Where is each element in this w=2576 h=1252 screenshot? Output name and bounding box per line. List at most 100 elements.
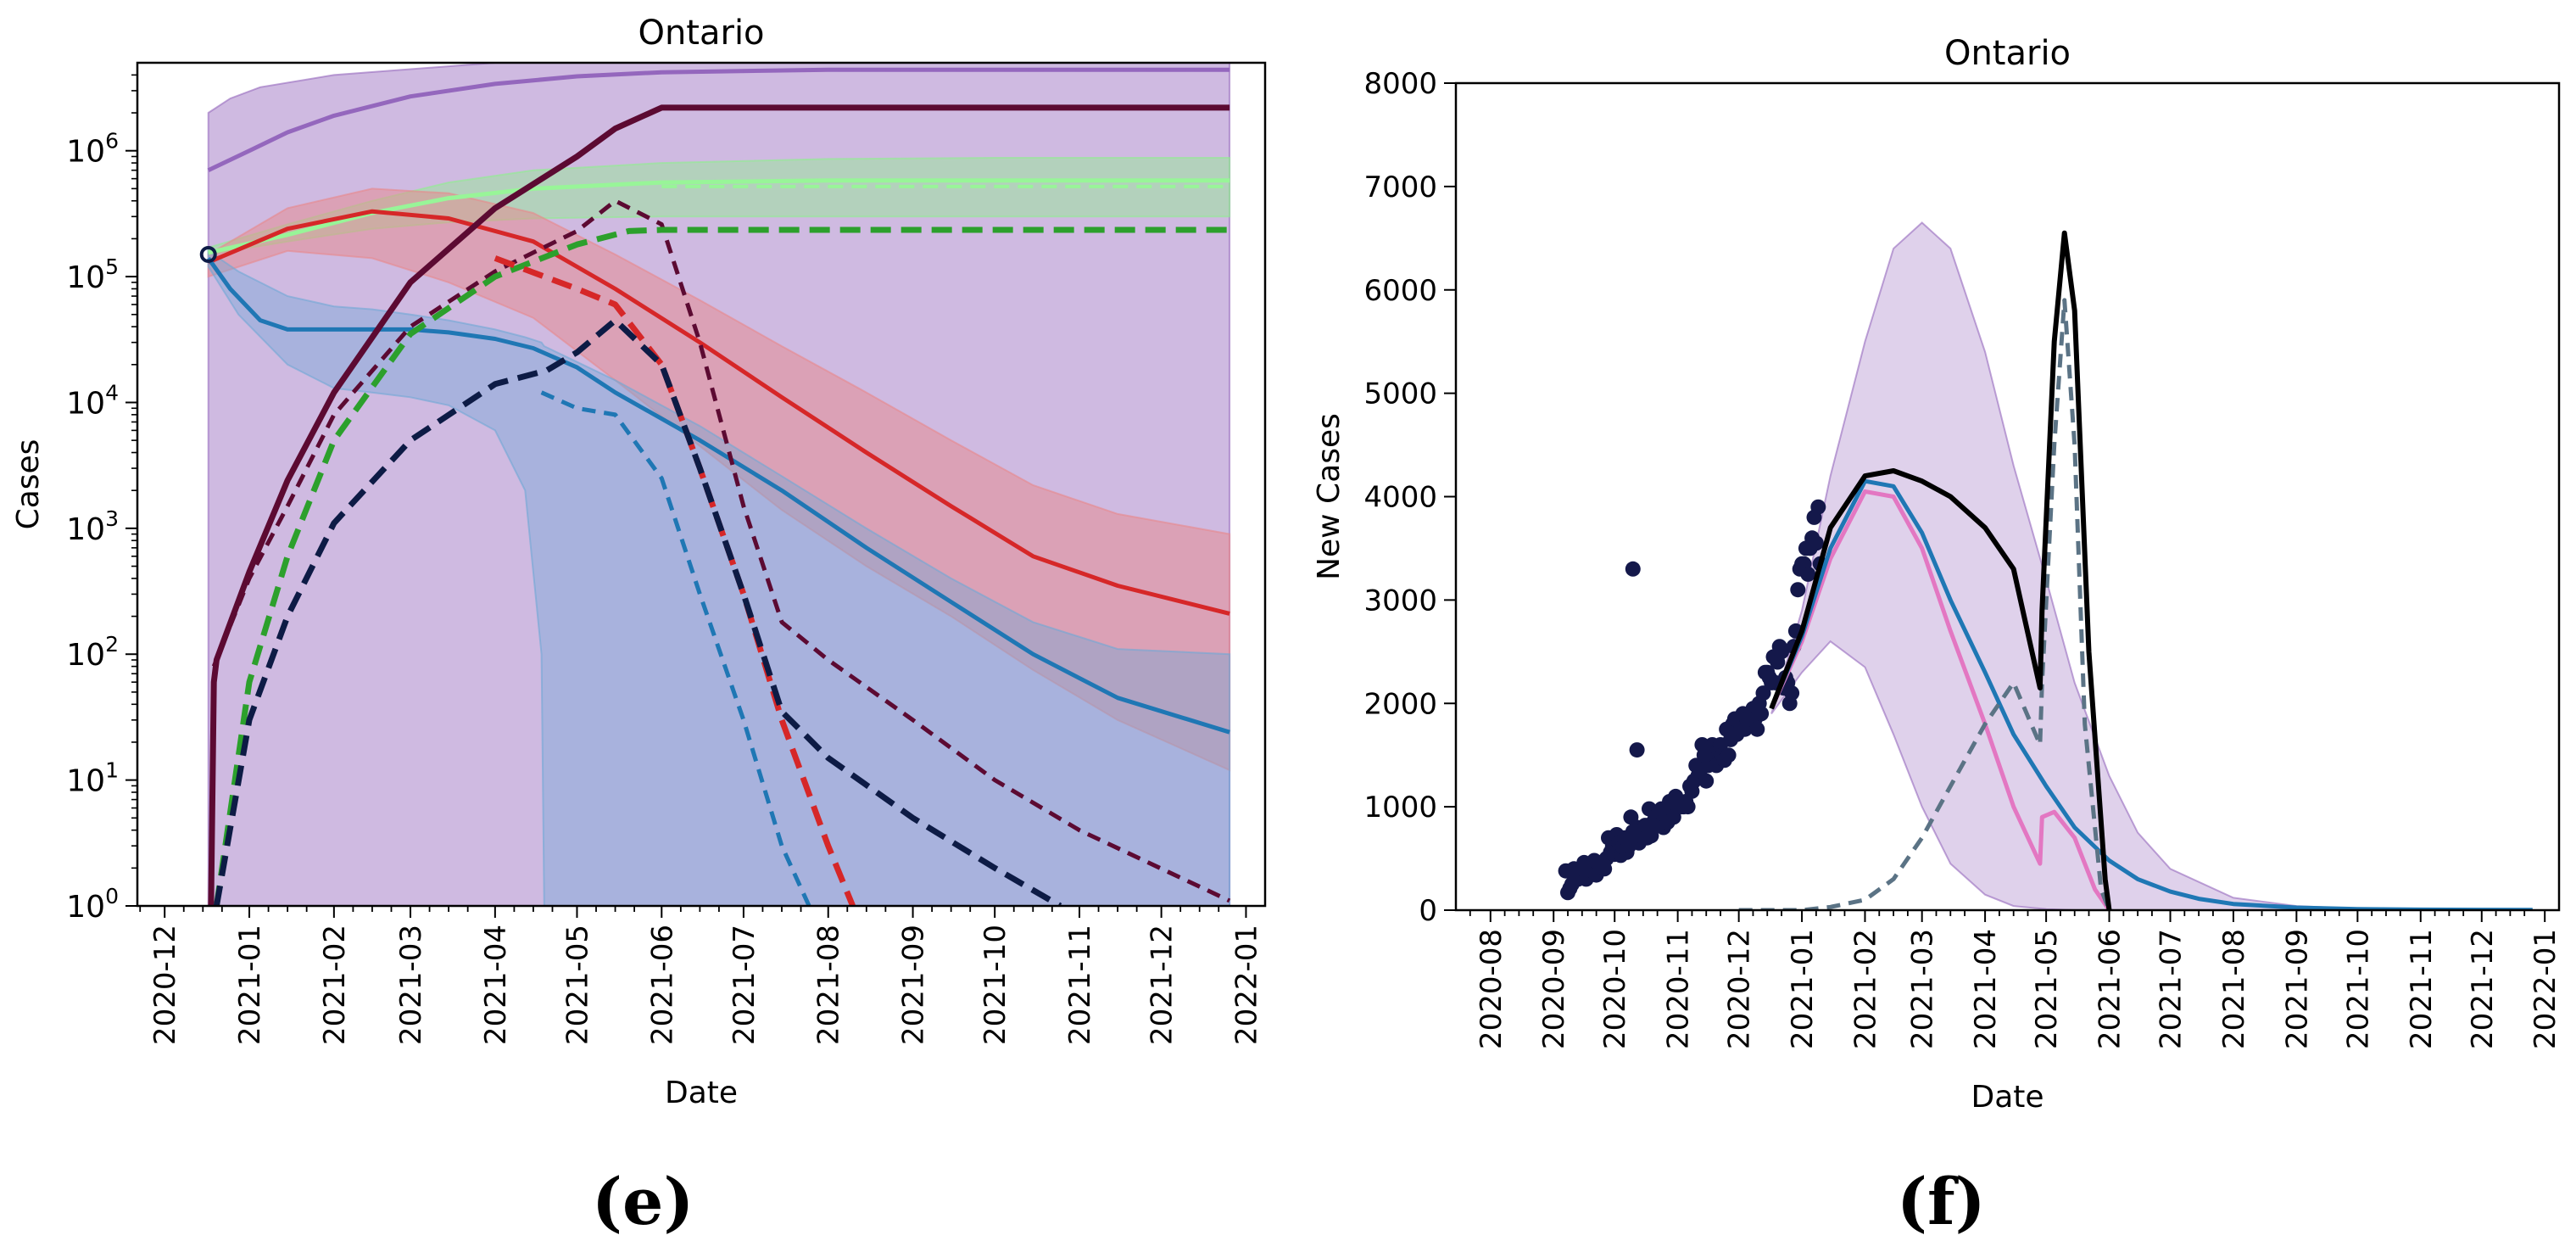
chart-0-y-tick-label: 101 [66,758,119,799]
chart-0-y-tick-base: 10 [66,386,105,421]
chart-1-data-point [1784,685,1800,701]
chart-1-y-axis-label: New Cases [1312,413,1347,580]
chart-0-series-line-0 [207,67,1230,172]
chart-1-data-point [1754,706,1770,722]
chart-0-y-tick-base: 10 [66,638,105,673]
chart-1-y-tick-label: 7000 [1363,170,1437,204]
chart-0-x-tick-label: 2021-09 [897,925,931,1045]
chart-1-y-tick-label: 6000 [1363,274,1437,308]
chart-0-x-tick-label: 2021-07 [728,925,761,1045]
chart-1-y-tick-label: 1000 [1363,791,1437,824]
chart-0-y-tick-label: 105 [66,254,119,295]
chart-0-x-tick-label: 2021-03 [394,925,428,1045]
chart-0-series-line-10 [213,317,1062,906]
chart-0-x-tick-label: 2021-01 [233,925,267,1045]
chart-0-x-tick-label: 2020-12 [148,925,182,1045]
chart-1-x-tick-label: 2021-12 [2466,929,2500,1049]
chart-1-y-tick-label: 5000 [1363,377,1437,411]
chart-1-data-point [1808,535,1824,551]
chart-1-data-point [1680,799,1696,815]
chart-0-plot-area [199,63,1231,906]
chart-0-y-tick-exponent: 5 [105,254,119,279]
chart-0-y-tick-base: 10 [66,764,105,799]
chart-1-y-tick-label: 0 [1419,894,1437,928]
chart-1-x-tick-label: 2021-08 [2217,929,2251,1049]
chart-1-x-tick-label: 2020-08 [1475,929,1508,1049]
chart-0-y-tick-exponent: 6 [105,129,119,154]
chart-1-x-tick-label: 2021-09 [2280,929,2314,1049]
chart-1-series-line-3 [1769,230,2112,910]
chart-0-y-tick-label: 104 [66,380,119,421]
chart-1-x-tick-label: 2022-01 [2529,929,2562,1049]
chart-1-confidence-band-0 [1770,221,2533,910]
chart-0-y-tick-exponent: 3 [105,506,119,531]
chart-1-y-tick-label: 4000 [1363,481,1437,515]
chart-1-data-point [1774,644,1790,660]
chart-0-marker-0 [199,245,217,263]
chart-0-y-tick-base: 10 [66,260,105,295]
chart-0-y-tick-exponent: 4 [105,380,119,405]
chart-1-y-tick-label: 2000 [1363,687,1437,721]
chart-1-plot-area [1558,221,2533,910]
chart-0-series-line-4 [207,209,1230,616]
chart-0-x-tick-label: 2021-11 [1063,925,1097,1045]
chart-1-data-point [1810,499,1826,515]
chart-1-data-point [1755,685,1771,701]
chart-1-data-point [1698,773,1715,789]
chart-1-data-point [1800,566,1816,582]
chart-1-data-point [1625,561,1641,577]
chart-1-x-tick-label: 2020-09 [1537,929,1571,1049]
chart-0-x-tick-label: 2021-04 [479,925,513,1045]
chart-1-series-line-1 [1769,478,2533,910]
chart-1-x-tick-label: 2020-10 [1598,929,1632,1049]
chart-0-y-tick-exponent: 0 [105,884,119,908]
chart-0-x-axis-label: Date [665,1076,738,1110]
chart-0-y-tick-exponent: 2 [105,632,119,657]
chart-0-x-tick-label: 2021-10 [979,925,1012,1045]
chart-1-y-tick-label: 8000 [1363,67,1437,101]
chart-1-y-tick-label: 3000 [1363,584,1437,618]
chart-1-x-tick-label: 2021-11 [2405,929,2439,1049]
chart-0-y-tick-label: 103 [66,506,119,547]
panel-e-caption: (e) [592,1164,694,1239]
chart-0-y-tick-base: 10 [66,135,105,170]
chart-1-x-tick-label: 2021-06 [2094,929,2127,1049]
chart-0-y-tick-exponent: 1 [105,758,119,783]
chart-1-data-point [1643,828,1659,844]
chart-0-x-tick-label: 2021-12 [1146,925,1179,1045]
chart-0-y-axis-label: Cases [11,439,46,530]
chart-0-y-tick-base: 10 [66,512,105,547]
chart-0-series-line-8 [213,226,1230,906]
chart-1-x-axis-label: Date [1971,1080,2044,1115]
chart-0-x-tick-label: 2021-02 [318,925,352,1045]
chart-1-x-tick-label: 2021-02 [1849,929,1883,1049]
panel-f-caption: (f) [1897,1164,1986,1239]
chart-0-confidence-band-3 [207,249,1231,906]
chart-1-series-line-2 [1738,298,2111,910]
chart-1-x-tick-label: 2021-04 [1969,929,2003,1049]
chart-1-data-point [1720,747,1737,763]
chart-0-y-tick-label: 106 [66,129,119,170]
chart-0-series-line-5 [206,256,1230,735]
chart-0-y-tick-base: 10 [66,890,105,925]
chart-1-x-tick-label: 2020-11 [1662,929,1696,1049]
chart-0-x-tick-label: 2021-08 [812,925,846,1045]
chart-panel-e: 2020-12 2021-01 2021-02 2021-03 2021-04 2021-… [11,14,1267,1110]
chart-0-x-tick-label: 2021-05 [561,925,595,1045]
chart-0-x-tick-label: 2022-01 [1230,925,1264,1045]
chart-1-data-point [1629,742,1645,758]
chart-0-axes-frame [136,61,1267,908]
chart-0-title: Ontario [638,14,764,53]
chart-1-x-tick-label: 2021-01 [1786,929,1820,1049]
chart-1-x-tick-label: 2021-03 [1906,929,1940,1049]
chart-1-title: Ontario [1944,34,2071,73]
chart-0-series-line-1 [577,68,1230,78]
chart-panel-f: 2020-08 2020-09 2020-10 2020-11 2020-12 2021-… [1312,34,2562,1115]
chart-1-x-tick-label: 2021-10 [2341,929,2375,1049]
chart-0-y-tick-label: 102 [66,632,119,673]
chart-0-series-line-2 [208,178,1230,255]
chart-1-data-point [1749,721,1765,737]
chart-0-series-line-11 [540,390,811,906]
chart-0-x-tick-label: 2021-06 [645,925,679,1045]
chart-1-x-tick-label: 2021-07 [2155,929,2188,1049]
